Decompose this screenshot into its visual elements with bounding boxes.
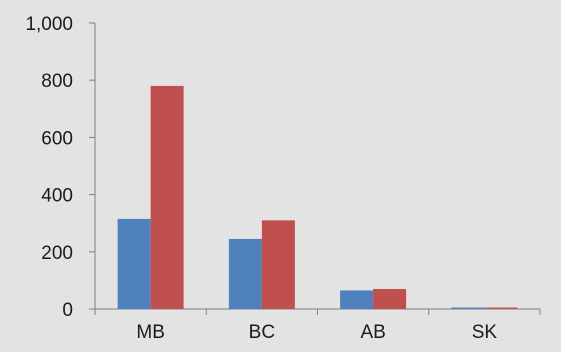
x-tick-label: BC: [249, 322, 275, 343]
y-tick-label: 800: [41, 71, 73, 92]
y-tick-label: 600: [41, 128, 73, 149]
bar-ab-series-1: [340, 290, 374, 309]
bar-mb-series-2: [150, 85, 184, 309]
bar-bc-series-1: [228, 238, 262, 309]
x-axis: MB BC AB SK: [94, 308, 541, 343]
bar-sk-series-2: [484, 307, 518, 309]
y-tick-label: 400: [41, 186, 73, 207]
bars: [117, 85, 518, 309]
bar-mb-series-1: [117, 218, 151, 309]
bar-ab-series-2: [373, 288, 407, 309]
y-tick-label: 0: [62, 300, 73, 321]
y-axis: 0 200 400 600 800 1,000: [25, 14, 96, 321]
y-tick-label: 1,000: [25, 14, 73, 35]
x-tick-label: AB: [360, 322, 385, 343]
x-tick-label: MB: [136, 322, 165, 343]
bar-sk-series-1: [451, 307, 485, 309]
bar-bc-series-2: [261, 220, 295, 309]
y-tick-label: 200: [41, 243, 73, 264]
x-tick-label: SK: [472, 322, 498, 343]
